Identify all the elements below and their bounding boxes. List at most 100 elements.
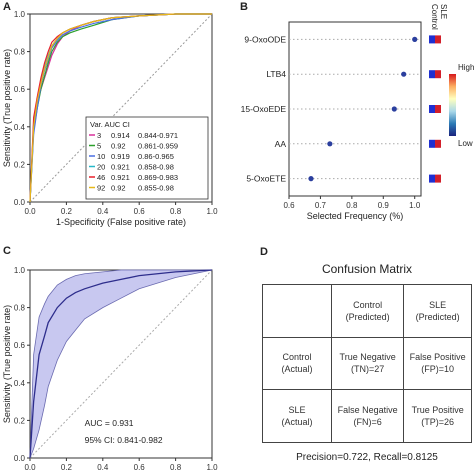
category-label: 9-OxoODE bbox=[244, 34, 286, 44]
cm-cell-tn: True Negative (TN)=27 bbox=[330, 336, 405, 391]
cm-cell-fp: False Positive (FP)=10 bbox=[403, 336, 472, 391]
plot-frame bbox=[29, 13, 213, 203]
ci-annotation: 95% CI: 0.841-0.982 bbox=[85, 435, 163, 445]
x-tick-label: 1.0 bbox=[206, 463, 218, 472]
x-tick-label: 0.7 bbox=[315, 201, 327, 210]
legend-auc: 0.914 bbox=[111, 131, 130, 140]
x-axis-label: Selected Frequency (%) bbox=[307, 211, 404, 221]
heatmap-tile-control bbox=[429, 70, 435, 79]
legend-var: 3 bbox=[97, 131, 101, 140]
panel-c-roc-ci-chart: 0.00.20.40.60.81.00.00.20.40.60.81.01-Sp… bbox=[2, 245, 218, 474]
x-tick-label: 0.4 bbox=[97, 207, 109, 216]
x-tick-label: 0.2 bbox=[61, 207, 73, 216]
y-tick-label: 0.2 bbox=[14, 160, 26, 169]
y-tick-label: 0.6 bbox=[14, 341, 26, 350]
roc-curve bbox=[29, 269, 213, 459]
legend-ci: 0.844-0.971 bbox=[138, 131, 178, 140]
x-axis-label: 1-Specificity (False positive rate) bbox=[56, 217, 186, 227]
heatmap-header-sle: SLE bbox=[439, 4, 448, 19]
colorbar-low-label: Low bbox=[458, 139, 473, 148]
x-tick-label: 0.2 bbox=[61, 463, 73, 472]
heatmap-tile-sle bbox=[435, 174, 441, 183]
panel-label: A bbox=[3, 1, 11, 13]
x-tick-label: 1.0 bbox=[206, 207, 218, 216]
cm-corner-cell bbox=[262, 284, 332, 338]
colorbar-high-label: High bbox=[458, 63, 474, 72]
roc-series-line bbox=[29, 13, 212, 203]
panel-label: C bbox=[3, 245, 11, 257]
legend-ci: 0.855-0.98 bbox=[138, 184, 174, 193]
category-label: LTB4 bbox=[266, 69, 286, 79]
panel-d-label: D bbox=[260, 246, 268, 258]
heatmap-tile-control bbox=[429, 35, 435, 44]
legend-ci: 0.869-0.983 bbox=[138, 173, 178, 182]
heatmap-tile-control bbox=[429, 105, 435, 113]
panel-a-roc-chart: 0.0 0.2 0.4 0.6 0.8 1.0 0.0 0.2 0.4 0.6 0.8 1.0 1-Sp… bbox=[2, 1, 218, 227]
y-tick-label: 0.6 bbox=[14, 85, 26, 94]
category-label: 5-OxoETE bbox=[246, 174, 286, 184]
heatmap-tile-control bbox=[429, 174, 435, 183]
x-tick-label: 0.4 bbox=[97, 463, 109, 472]
y-axis-label: Sensitivity (True positive rate) bbox=[2, 49, 12, 167]
x-tick-label: 0.8 bbox=[170, 463, 182, 472]
y-tick-label: 0.8 bbox=[14, 48, 26, 57]
x-tick-label: 0.8 bbox=[346, 201, 358, 210]
legend-var: 5 bbox=[97, 142, 101, 151]
x-tick-label: 0.8 bbox=[170, 207, 182, 216]
cm-cell-tp: True Positive (TP)=26 bbox=[403, 389, 472, 443]
legend-box bbox=[85, 116, 209, 200]
y-tick-label: 0.4 bbox=[14, 379, 26, 388]
legend-header: Var. AUC CI bbox=[90, 120, 130, 129]
legend-auc: 0.92 bbox=[111, 184, 126, 193]
legend-auc: 0.92 bbox=[111, 142, 126, 151]
category-label: 15-OxoEDE bbox=[241, 104, 287, 114]
y-tick-label: 0.0 bbox=[14, 198, 26, 207]
heatmap-tile-sle bbox=[435, 105, 441, 113]
cm-col-header: Control (Predicted) bbox=[330, 284, 405, 338]
cm-col-header: SLE (Predicted) bbox=[403, 284, 472, 338]
confusion-matrix-table: Control (Predicted) SLE (Predicted) Contro… bbox=[262, 284, 472, 443]
x-tick-label: 0.9 bbox=[378, 201, 390, 210]
heatmap-tile-sle bbox=[435, 35, 441, 44]
x-tick-label: 0.0 bbox=[24, 463, 36, 472]
y-tick-label: 1.0 bbox=[14, 266, 26, 275]
y-tick-label: 0.4 bbox=[14, 123, 26, 132]
confidence-band bbox=[29, 269, 213, 459]
cm-row-header: SLE (Actual) bbox=[262, 389, 332, 443]
legend-var: 46 bbox=[97, 173, 105, 182]
panel-label: B bbox=[240, 1, 248, 13]
legend-auc: 0.921 bbox=[111, 163, 130, 172]
frequency-point bbox=[308, 176, 314, 182]
y-axis-label: Sensitivity (True positive rate) bbox=[2, 305, 12, 423]
y-tick-label: 0.0 bbox=[14, 454, 26, 463]
confusion-matrix-title: Confusion Matrix bbox=[321, 262, 413, 276]
cm-row-header: Control (Actual) bbox=[262, 336, 332, 391]
legend-auc: 0.921 bbox=[111, 173, 130, 182]
frequency-point bbox=[391, 106, 397, 112]
heatmap-tile-sle bbox=[435, 70, 441, 79]
cm-cell-fn: False Negative (FN)=6 bbox=[330, 389, 405, 443]
legend-var: 92 bbox=[97, 184, 105, 193]
heatmap-tile-sle bbox=[435, 139, 441, 148]
legend-ci: 0.861-0.959 bbox=[138, 142, 178, 151]
auc-annotation: AUC = 0.931 bbox=[85, 418, 134, 428]
roc-series-line bbox=[29, 13, 212, 203]
heatmap-tile-control bbox=[429, 139, 435, 148]
frequency-point bbox=[401, 71, 407, 77]
legend-var: 20 bbox=[97, 163, 105, 172]
legend-var: 10 bbox=[97, 152, 105, 161]
x-tick-label: 0.6 bbox=[283, 201, 295, 210]
x-tick-label: 0.6 bbox=[134, 207, 146, 216]
frequency-point bbox=[327, 141, 333, 147]
legend-auc: 0.919 bbox=[111, 152, 130, 161]
panel-b-frequency-chart: B 9-OxoODE LTB4 15-OxoEDE AA 5-OxoETE 0.6 0.7 0.… bbox=[240, 1, 474, 221]
y-tick-label: 0.2 bbox=[14, 416, 26, 425]
heatmap-header-control: Control bbox=[430, 4, 439, 30]
x-tick-label: 0.0 bbox=[24, 207, 36, 216]
y-tick-label: 0.8 bbox=[14, 304, 26, 313]
x-tick-label: 1.0 bbox=[409, 201, 421, 210]
category-label: AA bbox=[275, 139, 287, 149]
x-tick-label: 0.6 bbox=[134, 463, 146, 472]
frequency-point bbox=[412, 36, 418, 43]
confusion-matrix-metrics: Precision=0.722, Recall=0.8125 bbox=[296, 452, 438, 463]
